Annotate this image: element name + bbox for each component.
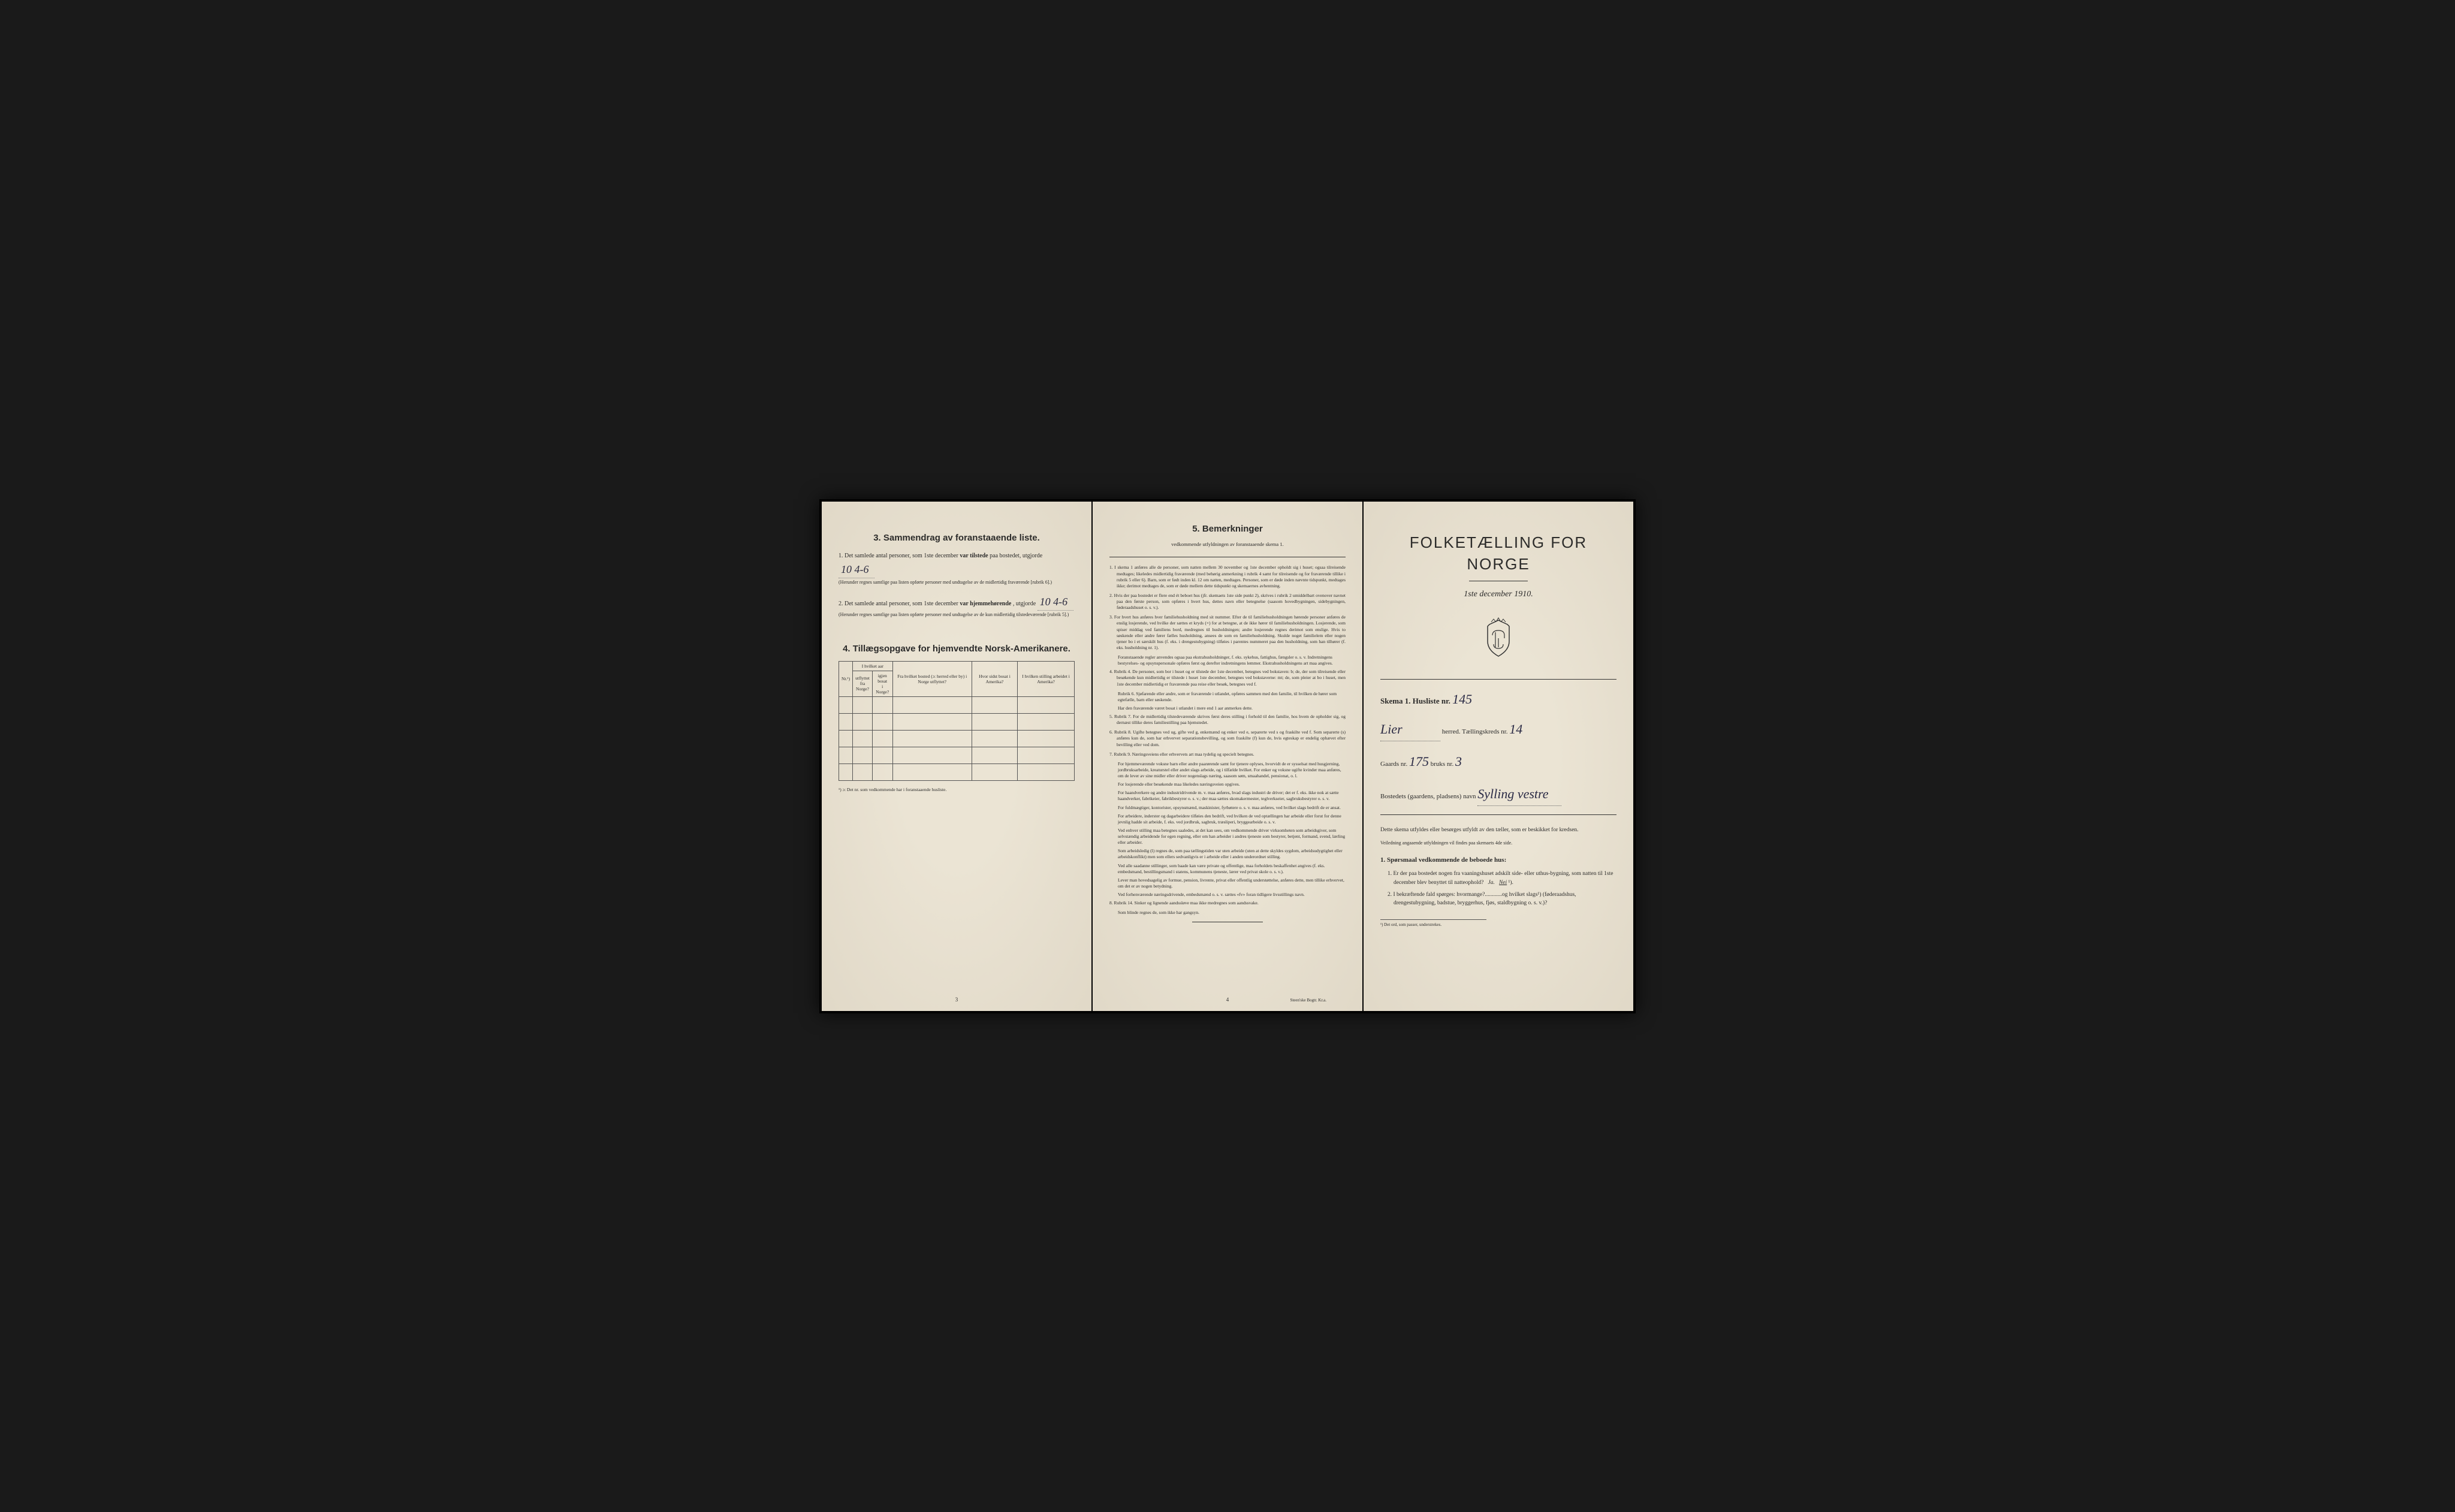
bem-sub: Har den fraværende været bosat i utlande…: [1109, 705, 1346, 711]
bem-sub: Foranstaaende regler anvendes ogsaa paa …: [1109, 654, 1346, 666]
printer-imprint: Steen'ske Bogtr. Kr.a.: [1290, 998, 1326, 1004]
census-date: 1ste december 1910.: [1380, 588, 1616, 600]
table-row: [839, 696, 1075, 713]
bem-item: 1. I skema 1 anføres alle de personer, s…: [1109, 565, 1346, 589]
spormaal-title: 1. Spørsmaal vedkommende de beboede hus:: [1380, 856, 1616, 865]
page-number: 3: [955, 996, 958, 1004]
q2-note: (Herunder regnes samtlige paa listen opf…: [839, 612, 1075, 618]
bem-item: 7. Rubrik 9. Næringsveiens eller erhverv…: [1109, 752, 1346, 757]
bem-sub: Som blinde regnes de, som ikke har gangs…: [1109, 910, 1346, 916]
th-igjen: igjenbosati Norge?: [872, 671, 892, 696]
footnote-p3: ¹) Det ord, som passer, understrekes.: [1380, 919, 1486, 928]
page-3-sammendrag: 3. Sammendrag av foranstaaende liste. 1.…: [822, 502, 1091, 1011]
answer-nei: Nei: [1499, 880, 1507, 886]
th-amerika-bosat: Hvor sidst bosat i Amerika?: [972, 661, 1017, 696]
bem-sub: For haandverkere og andre industridriven…: [1109, 790, 1346, 802]
herred-name: Lier: [1380, 717, 1440, 742]
amerikanere-table: Nr.¹) I hvilket aar Fra hvilket bosted (…: [839, 661, 1075, 781]
bosted-name: Sylling vestre: [1477, 782, 1561, 807]
table-row: [839, 730, 1075, 747]
table-footnote: ¹) ɔ: Det nr. som vedkommende har i fora…: [839, 787, 1075, 793]
bem-item: 8. Rubrik 14. Sinker og lignende aandssl…: [1109, 900, 1346, 906]
bem-sub: Som arbeidsledig (l) regnes de, som paa …: [1109, 848, 1346, 860]
bem-item: 4. Rubrik 4. De personer, som bor i huse…: [1109, 669, 1346, 687]
section3-title: 3. Sammendrag av foranstaaende liste.: [839, 532, 1075, 544]
q1-value: 10 4-6: [839, 561, 874, 579]
question-2: 2. Det samlede antal personer, som 1ste …: [839, 593, 1075, 618]
bem-item: 6. Rubrik 8. Ugifte betegnes ved ug, gif…: [1109, 729, 1346, 747]
bem-item: 3. For hvert hus anføres hver familiehus…: [1109, 614, 1346, 651]
sub-question-2: 2. I bekræftende fald spørges: hvormange…: [1388, 891, 1616, 908]
table-row: [839, 747, 1075, 763]
th-bosted: Fra hvilket bosted (ɔ: herred eller by) …: [892, 661, 972, 696]
bem-sub: Ved forhenværende næringsdrivende, embed…: [1109, 892, 1346, 898]
th-stilling: I hvilken stilling arbeidet i Amerika?: [1018, 661, 1075, 696]
bem-sub: Ved enhver stilling maa betegnes saalede…: [1109, 828, 1346, 846]
coat-of-arms-icon: [1380, 617, 1616, 662]
section5-subtitle: vedkommende utfyldningen av foranstaaend…: [1109, 541, 1346, 548]
bem-sub: Ved alle saadanne stillinger, som baade …: [1109, 863, 1346, 875]
bem-sub: For fuldmægtiger, kontorister, opsynsmæn…: [1109, 805, 1346, 811]
gaards-nr: 175: [1409, 750, 1429, 774]
section5-title: 5. Bemerkninger: [1109, 523, 1346, 535]
census-document: 3. Sammendrag av foranstaaende liste. 1.…: [819, 499, 1636, 1013]
instruction-1: Dette skema utfyldes eller besørges utfy…: [1380, 826, 1616, 834]
kreds-nr: 14: [1509, 717, 1522, 741]
bruks-nr: 3: [1455, 750, 1462, 774]
th-aar-span: I hvilket aar: [853, 661, 892, 671]
page-4-bemerkninger: 5. Bemerkninger vedkommende utfyldningen…: [1093, 502, 1362, 1011]
table-row: [839, 763, 1075, 780]
th-nr: Nr.¹): [839, 661, 853, 696]
sub-question-1: 1. Er der paa bostedet nogen fra vaaning…: [1388, 870, 1616, 887]
section4-title: 4. Tillægsopgave for hjemvendte Norsk-Am…: [839, 642, 1075, 655]
q1-note: (Herunder regnes samtlige paa listen opf…: [839, 580, 1075, 586]
bem-sub: Lever man hovedsagelig av formue, pensio…: [1109, 877, 1346, 889]
q2-value: 10 4-6: [1038, 593, 1073, 611]
bem-sub: Rubrik 6. Sjøfarende eller andre, som er…: [1109, 691, 1346, 703]
gaards-line: Gaards nr. 175 bruks nr. 3: [1380, 750, 1616, 774]
question-1: 1. Det samlede antal personer, som 1ste …: [839, 551, 1075, 586]
bem-item: 2. Hvis der paa bostedet er flere end ét…: [1109, 593, 1346, 611]
divider: [1380, 814, 1616, 815]
page-number: 4: [1226, 996, 1229, 1004]
table-body: [839, 696, 1075, 780]
instruction-2: Veiledning angaaende utfyldningen vil fi…: [1380, 840, 1616, 846]
table-row: [839, 713, 1075, 730]
herred-line: Lier herred. Tællingskreds nr. 14: [1380, 717, 1616, 742]
bem-sub: For arbeidere, inderster og dagarbeidere…: [1109, 813, 1346, 825]
bemerkninger-list: 1. I skema 1 anføres alle de personer, s…: [1109, 565, 1346, 916]
divider: [1380, 679, 1616, 680]
th-utflyttet: utflyttetfraNorge?: [853, 671, 873, 696]
bosted-line: Bostedets (gaardens, pladsens) navn Syll…: [1380, 782, 1616, 807]
bem-sub: For losjerende eller besøkende maa likel…: [1109, 781, 1346, 787]
skema-line: Skema 1. Husliste nr. 145: [1380, 690, 1616, 709]
page-1-cover: FOLKETÆLLING FOR NORGE 1ste december 191…: [1364, 502, 1633, 1011]
husliste-nr: 145: [1452, 690, 1472, 709]
bem-item: 5. Rubrik 7. For de midlertidig tilstede…: [1109, 714, 1346, 726]
bem-sub: For hjemmeværende voksne barn eller andr…: [1109, 761, 1346, 779]
main-title: FOLKETÆLLING FOR NORGE: [1380, 532, 1616, 575]
